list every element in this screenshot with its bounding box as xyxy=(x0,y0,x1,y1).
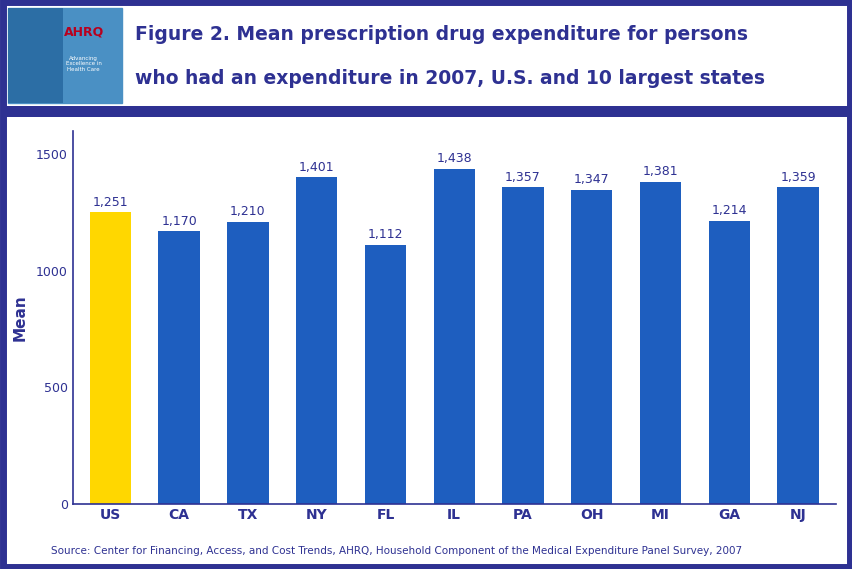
Bar xyxy=(365,245,406,504)
Text: Advancing
Excellence in
Health Care: Advancing Excellence in Health Care xyxy=(66,56,101,72)
Text: 1,357: 1,357 xyxy=(504,171,540,184)
Text: 1,381: 1,381 xyxy=(642,166,677,179)
Text: 1,214: 1,214 xyxy=(711,204,746,217)
FancyBboxPatch shape xyxy=(8,8,62,103)
Text: Source: Center for Financing, Access, and Cost Trends, AHRQ, Household Component: Source: Center for Financing, Access, an… xyxy=(51,546,741,556)
Bar xyxy=(158,231,199,504)
Bar xyxy=(708,221,749,504)
Bar xyxy=(227,222,268,504)
Text: 1,359: 1,359 xyxy=(780,171,815,184)
Bar xyxy=(89,212,131,504)
Text: 1,251: 1,251 xyxy=(92,196,128,209)
Text: AHRQ: AHRQ xyxy=(64,26,104,39)
Bar xyxy=(776,187,818,504)
Bar xyxy=(502,187,543,504)
Bar xyxy=(571,190,612,504)
Bar xyxy=(296,177,337,504)
Text: who had an expenditure in 2007, U.S. and 10 largest states: who had an expenditure in 2007, U.S. and… xyxy=(135,69,763,88)
Text: 1,210: 1,210 xyxy=(230,205,265,218)
Text: 1,112: 1,112 xyxy=(367,228,403,241)
Text: 1,401: 1,401 xyxy=(298,160,334,174)
FancyBboxPatch shape xyxy=(8,8,122,103)
Y-axis label: Mean: Mean xyxy=(13,294,27,341)
Text: 1,438: 1,438 xyxy=(436,152,471,165)
Bar xyxy=(639,182,681,504)
Text: 1,347: 1,347 xyxy=(573,174,609,186)
Bar xyxy=(433,168,475,504)
Text: 1,170: 1,170 xyxy=(161,215,197,228)
Text: Figure 2. Mean prescription drug expenditure for persons: Figure 2. Mean prescription drug expendi… xyxy=(135,25,746,44)
